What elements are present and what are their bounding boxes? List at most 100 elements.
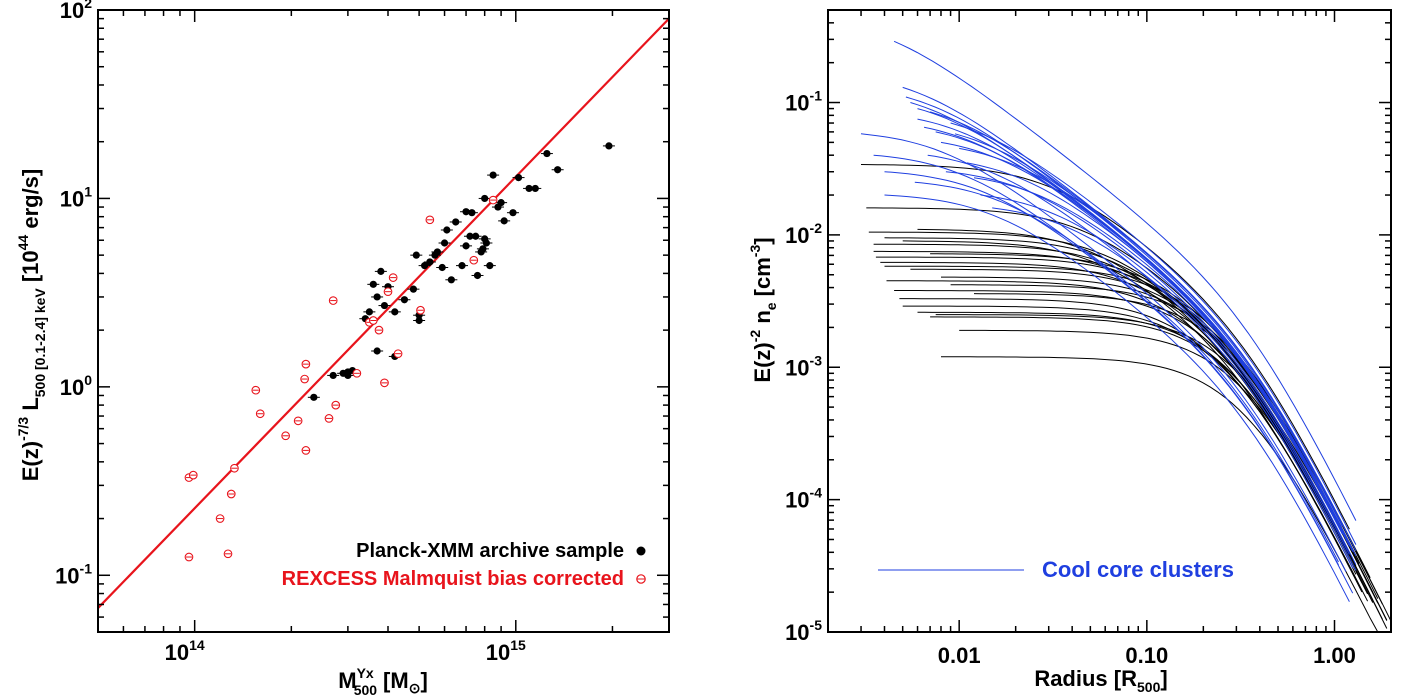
right-y-tick-label: 10-5 [785, 617, 822, 645]
density-profile-cool-core [927, 154, 1354, 569]
planck-point [426, 258, 434, 266]
left-y-tick-label: 102 [60, 0, 92, 23]
left-x-tick-label: 1014 [165, 637, 205, 665]
planck-point [605, 142, 613, 150]
planck-point [409, 285, 418, 293]
left-axes: 1014 1015 10-1 100 101 102 [55, 0, 670, 665]
fit-line [97, 17, 670, 609]
planck-point [468, 209, 476, 217]
density-profile-noncc [941, 356, 1379, 633]
left-y-axis-label: E(z)-7/3 L500 [0.1-2.4] keV [1044 erg/s] [15, 169, 48, 482]
left-y-tick-label: 100 [60, 372, 92, 400]
planck-point [420, 262, 429, 270]
density-profile-noncc [935, 314, 1388, 621]
left-plot-frame [97, 9, 670, 633]
density-profile-cool-core [980, 194, 1350, 555]
left-chart: 1014 1015 10-1 100 101 102 MYx 500 [M⊙] E(z)-7/… [15, 0, 670, 698]
density-profile-noncc [873, 243, 1335, 528]
planck-point [479, 245, 487, 253]
left-y-tick-label: 10-1 [55, 560, 92, 588]
planck-point [369, 280, 377, 288]
planck-point [514, 173, 523, 182]
planck-point [525, 184, 533, 193]
left-legend: Planck-XMM archive sample REXCESS Malmqu… [282, 540, 646, 590]
density-profile-cool-core [884, 171, 1354, 594]
planck-point [462, 208, 470, 216]
planck-point [466, 232, 474, 240]
density-profile-cool-core [917, 108, 1357, 557]
right-y-tick-label: 10-4 [785, 485, 822, 513]
density-profile-cool-core [954, 133, 1343, 525]
density-profile-cool-core [950, 122, 1357, 545]
planck-point [509, 209, 517, 217]
right-x-tick-label: 1.00 [1313, 643, 1356, 668]
right-legend: Cool core clusters [878, 557, 1234, 582]
planck-point [438, 263, 446, 272]
legend-label-rexcess: REXCESS Malmquist bias corrected [282, 568, 624, 590]
legend-marker-planck [636, 546, 646, 556]
planck-point [531, 184, 539, 193]
planck-point [412, 251, 420, 259]
planck-point [554, 166, 562, 174]
planck-point [458, 262, 466, 270]
planck-point [380, 301, 389, 310]
planck-point [481, 194, 489, 203]
planck-point [489, 171, 497, 179]
legend-label-planck: Planck-XMM archive sample [356, 540, 624, 562]
density-profile-cool-core [914, 181, 1339, 563]
planck-point [486, 262, 494, 270]
planck-point [462, 242, 470, 250]
right-y-axis-label: E(z)-2 ne [cm-3] [747, 237, 779, 382]
density-profile-cool-core [884, 194, 1350, 602]
density-profile-noncc [884, 237, 1374, 601]
density-profile-noncc [866, 207, 1379, 604]
legend-marker-rexcess [636, 574, 646, 584]
right-y-tick-label: 10-1 [785, 88, 822, 116]
planck-point [365, 308, 373, 316]
density-profile-cool-core [893, 40, 1357, 521]
density-profile-cool-core [910, 102, 1347, 538]
right-y-tick-label: 10-3 [785, 352, 822, 380]
planck-point [452, 218, 460, 226]
right-x-axis-label: Radius [R500] [1034, 666, 1167, 695]
left-y-tick-label: 101 [60, 183, 92, 211]
planck-point [543, 149, 551, 158]
density-profile-cool-core [860, 133, 1347, 572]
density-profile-cool-core [929, 111, 1357, 552]
density-profile-noncc [868, 231, 1357, 567]
left-x-axis-label: MYx 500 [M⊙] [338, 665, 428, 698]
planck-point [329, 371, 337, 380]
density-profile-cool-core [905, 96, 1343, 527]
planck-point [377, 267, 385, 275]
legend-label-cool-core: Cool core clusters [1042, 557, 1234, 582]
right-y-tick-label: 10-2 [785, 220, 822, 248]
planck-point [482, 239, 490, 247]
planck-point [391, 308, 399, 316]
left-plot-area [97, 17, 670, 609]
density-profile-noncc [860, 164, 1350, 530]
planck-point [497, 199, 505, 207]
planck-point [473, 271, 482, 280]
planck-point [431, 251, 439, 259]
right-x-tick-label: 0.01 [938, 643, 981, 668]
density-profile-cool-core [992, 207, 1357, 571]
left-x-tick-label: 1015 [486, 637, 526, 665]
planck-point [400, 296, 409, 304]
right-plot-area [860, 40, 1392, 633]
planck-point [415, 316, 423, 325]
planck-point [310, 393, 318, 401]
density-profile-cool-core [973, 177, 1343, 535]
planck-point [373, 293, 381, 301]
planck-point [344, 368, 352, 376]
planck-point [500, 217, 508, 225]
planck-point [373, 347, 381, 355]
planck-point [447, 276, 455, 284]
planck-point [440, 239, 449, 247]
density-profile-cool-core [945, 171, 1357, 565]
right-chart: 0.01 0.10 1.00 10-5 10-4 10-3 10-2 10-1 Radius … [747, 9, 1392, 695]
right-axes: 0.01 0.10 1.00 10-5 10-4 10-3 10-2 10-1 [785, 9, 1392, 668]
density-profile-noncc [875, 256, 1374, 593]
planck-point [443, 226, 451, 234]
right-plot-frame [827, 9, 1392, 633]
